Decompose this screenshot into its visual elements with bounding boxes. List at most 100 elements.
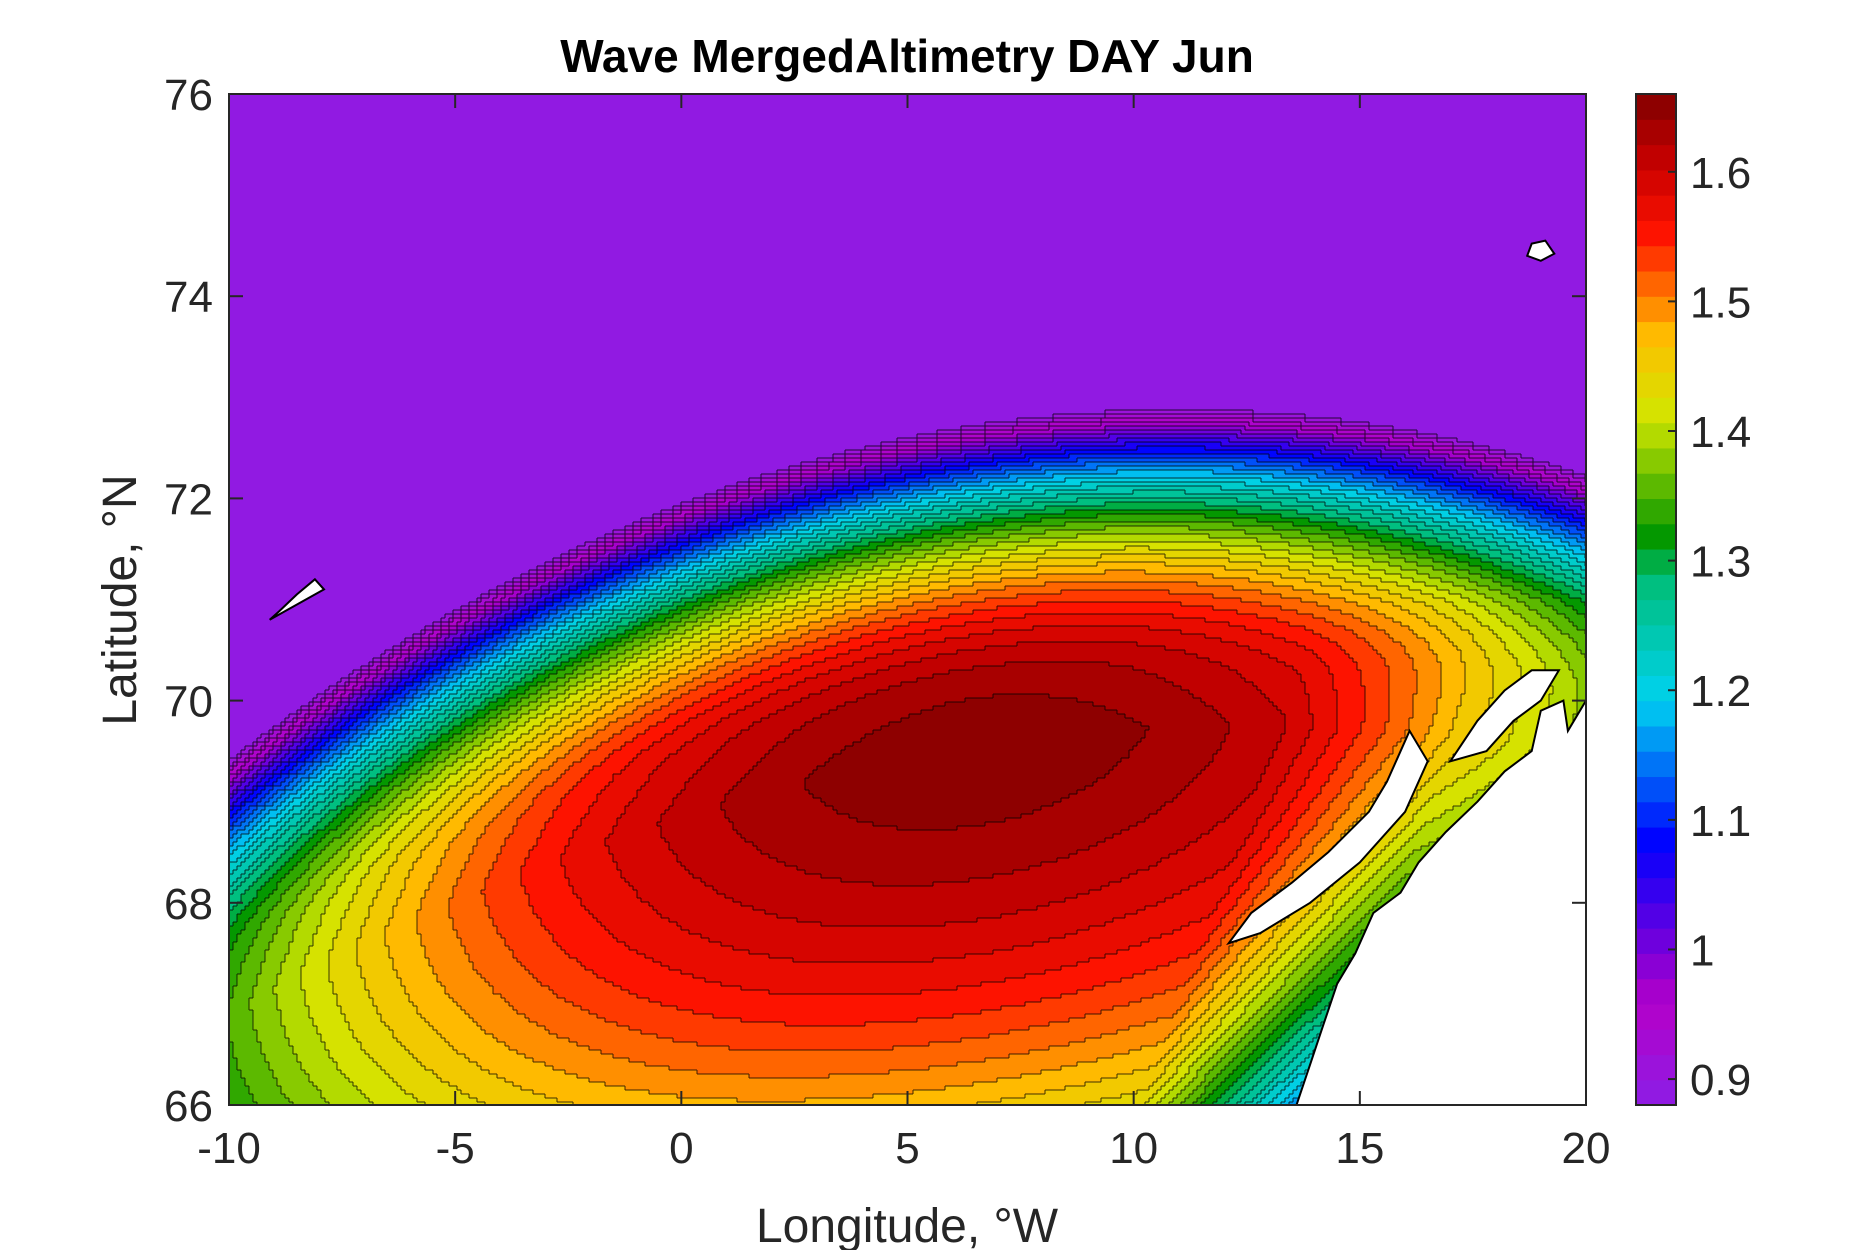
field-cell xyxy=(645,546,658,551)
field-cell xyxy=(409,650,418,655)
field-cell xyxy=(873,642,926,647)
field-cell xyxy=(1521,454,1586,459)
field-cell xyxy=(405,658,410,663)
field-cell xyxy=(1365,698,1390,703)
field-cell xyxy=(1009,554,1102,559)
field-cell xyxy=(517,626,530,631)
field-cell xyxy=(1309,710,1338,715)
field-cell xyxy=(621,870,690,875)
field-cell xyxy=(989,502,1034,507)
field-cell xyxy=(229,306,1586,311)
field-cell xyxy=(393,726,402,731)
field-cell xyxy=(909,486,934,491)
field-cell xyxy=(1273,490,1322,495)
field-cell xyxy=(493,650,506,655)
field-cell xyxy=(669,714,698,719)
field-cell xyxy=(1401,574,1430,579)
field-cell xyxy=(349,682,358,687)
field-cell xyxy=(1017,594,1214,599)
field-cell xyxy=(577,634,590,639)
field-cell xyxy=(1445,762,1482,767)
field-cell xyxy=(889,510,914,515)
field-cell xyxy=(897,438,918,443)
field-cell xyxy=(1309,570,1354,575)
field-cell xyxy=(509,714,522,719)
field-cell xyxy=(229,118,1586,123)
field-cell xyxy=(1469,534,1494,539)
field-cell xyxy=(457,622,466,627)
field-cell xyxy=(421,830,438,835)
field-cell xyxy=(533,598,546,603)
field-cell xyxy=(429,714,438,719)
field-cell xyxy=(741,510,754,515)
field-cell xyxy=(753,602,774,607)
field-cell xyxy=(1513,654,1538,659)
field-cell xyxy=(1541,630,1562,635)
field-cell xyxy=(481,642,490,647)
field-cell xyxy=(697,530,710,535)
field-cell xyxy=(845,610,878,615)
field-cell xyxy=(1297,434,1334,439)
field-cell xyxy=(661,578,678,583)
field-cell xyxy=(1497,542,1518,547)
field-cell xyxy=(561,558,570,563)
field-cell xyxy=(617,662,630,667)
field-cell xyxy=(893,554,926,559)
field-cell xyxy=(985,438,1018,443)
field-cell xyxy=(673,514,686,519)
field-cell xyxy=(441,630,450,635)
field-cell xyxy=(1033,486,1098,491)
field-cell xyxy=(633,710,654,715)
field-cell xyxy=(457,626,466,631)
field-cell xyxy=(1537,610,1558,615)
field-cell xyxy=(1313,614,1354,619)
field-cell xyxy=(721,718,762,723)
field-cell xyxy=(1497,506,1518,511)
field-cell xyxy=(1033,626,1150,631)
field-cell xyxy=(1369,550,1402,555)
field-cell xyxy=(1377,458,1402,463)
field-cell xyxy=(337,706,346,711)
field-cell xyxy=(993,486,1034,491)
field-cell xyxy=(1413,598,1446,603)
field-cell xyxy=(1185,786,1258,791)
field-cell xyxy=(681,550,694,555)
field-cell xyxy=(485,678,498,683)
field-cell xyxy=(1553,542,1570,547)
field-cell xyxy=(1505,622,1530,627)
field-cell xyxy=(537,610,550,615)
field-cell xyxy=(1361,670,1390,675)
field-cell xyxy=(601,562,610,567)
field-cell xyxy=(229,210,1586,215)
field-cell xyxy=(1553,622,1574,627)
field-cell xyxy=(1137,742,1222,747)
field-cell xyxy=(1025,514,1098,519)
field-cell xyxy=(413,682,422,687)
field-cell xyxy=(1385,726,1410,731)
field-cell xyxy=(1573,474,1586,479)
field-cell xyxy=(285,718,294,723)
field-cell xyxy=(501,658,510,663)
field-cell xyxy=(853,486,870,491)
field-cell xyxy=(789,638,818,643)
field-cell xyxy=(929,590,978,595)
field-cell xyxy=(1157,862,1230,867)
field-cell xyxy=(617,706,638,711)
field-cell xyxy=(1465,546,1490,551)
field-cell xyxy=(1533,462,1550,467)
field-cell xyxy=(401,714,410,719)
field-cell xyxy=(697,574,714,579)
field-cell xyxy=(717,602,738,607)
field-cell xyxy=(421,850,446,855)
field-cell xyxy=(649,678,670,683)
field-cell xyxy=(473,714,486,719)
field-cell xyxy=(777,574,798,579)
field-cell xyxy=(801,470,818,475)
field-cell xyxy=(577,622,590,627)
field-cell xyxy=(561,654,578,659)
field-cell xyxy=(745,774,810,779)
field-cell xyxy=(293,718,298,723)
field-cell xyxy=(1077,498,1238,503)
field-cell xyxy=(389,714,402,719)
field-cell xyxy=(1461,502,1486,507)
